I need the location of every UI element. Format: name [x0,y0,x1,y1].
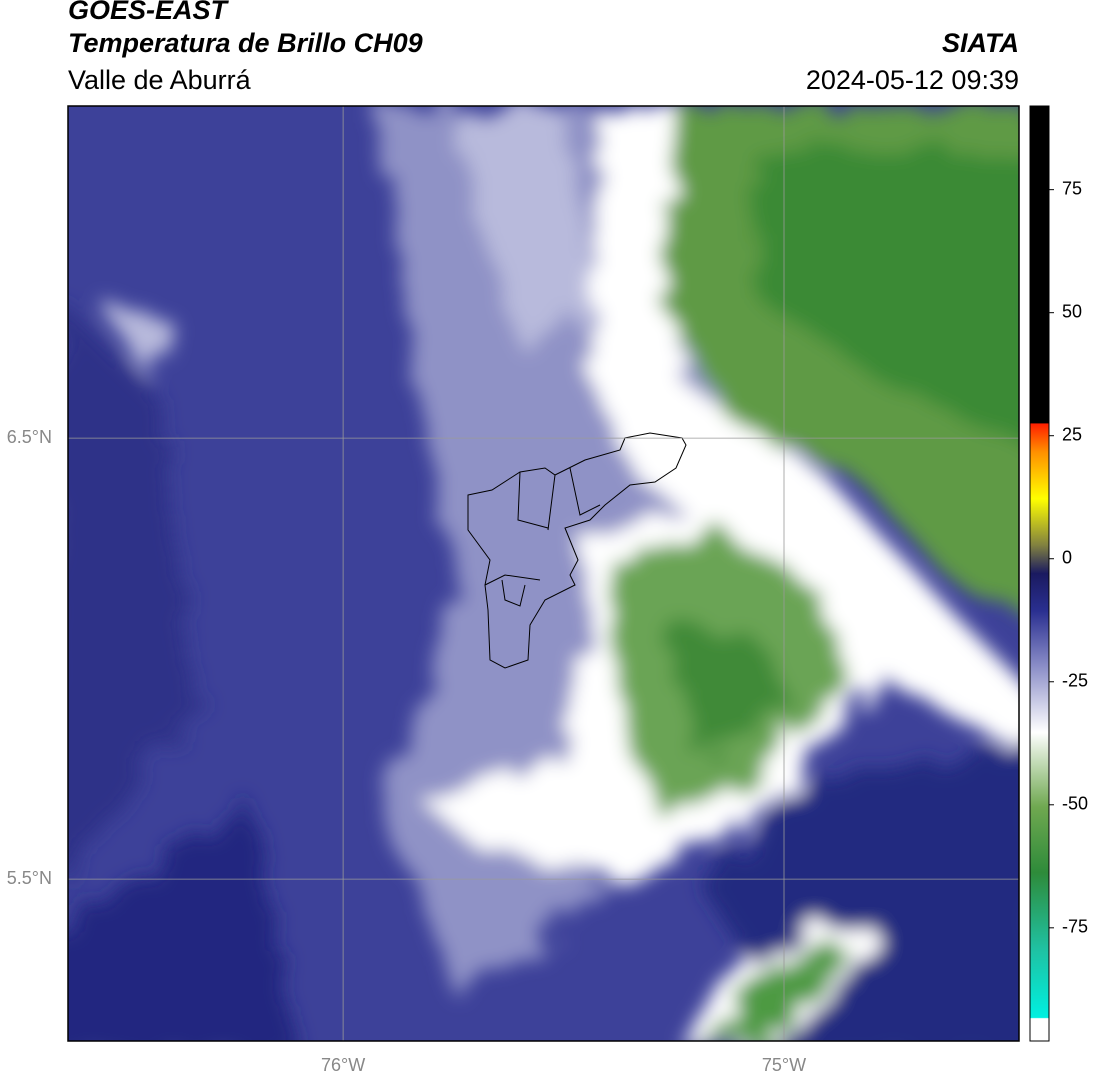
y-tick-label: 5.5°N [7,868,52,888]
colorbar-tick-label: 0 [1062,547,1072,567]
region: Valle de Aburrá [68,65,252,95]
colorbar-tick-label: 25 [1062,424,1082,444]
satellite-image [68,106,1019,1041]
y-tick-label: 6.5°N [7,427,52,447]
source: SIATA [942,28,1019,58]
colorbar-tick-label: -25 [1062,671,1088,691]
title: GOES-EAST [68,0,230,25]
aburra-boundary [467,432,687,669]
x-tick-label: 75°W [762,1055,806,1075]
subtitle: Temperatura de Brillo CH09 [68,28,423,58]
colorbar-tick-label: -50 [1062,794,1088,814]
datetime: 2024-05-12 09:39 [806,65,1019,95]
colorbar [1029,105,1050,1042]
colorbar-tick-label: -75 [1062,917,1088,937]
map-frame [67,105,1020,1042]
colorbar-tick-label: 50 [1062,301,1082,321]
colorbar-tick-label: 75 [1062,178,1082,198]
x-tick-label: 76°W [321,1055,365,1075]
grid [68,106,1019,1041]
